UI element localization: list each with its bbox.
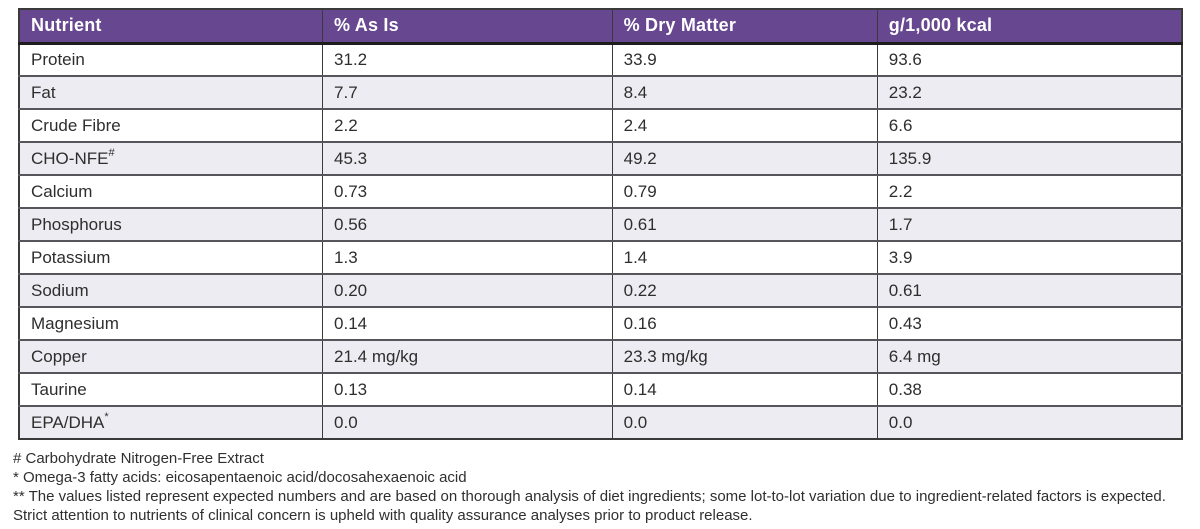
table-row: Copper 21.4 mg/kg 23.3 mg/kg 6.4 mg [19, 339, 1182, 373]
nutrient-name: Copper [31, 346, 87, 366]
footnote-carbohydrate: # Carbohydrate Nitrogen-Free Extract [13, 450, 264, 467]
as-is-cell: 1.3 [322, 240, 613, 274]
table-row: Sodium 0.20 0.22 0.61 [19, 273, 1182, 307]
per-1000-kcal-cell: 0.38 [876, 372, 1182, 406]
nutrient-name: Crude Fibre [31, 115, 121, 135]
nutrient-name: Protein [31, 49, 85, 69]
nutrient-name: EPA/DHA [31, 412, 105, 432]
as-is-cell: 45.3 [322, 141, 613, 175]
dry-matter-cell: 0.22 [611, 273, 878, 307]
column-header-dry-matter: % Dry Matter [611, 9, 878, 45]
as-is-cell: 0.73 [322, 174, 613, 208]
as-is-cell: 0.56 [322, 207, 613, 241]
as-is-cell: 0.0 [322, 405, 613, 439]
per-1000-kcal-cell: 135.9 [876, 141, 1182, 175]
table-row: Fat 7.7 8.4 23.2 [19, 75, 1182, 109]
nutrient-name: Taurine [31, 379, 87, 399]
table-row: Protein 31.2 33.9 93.6 [19, 43, 1182, 76]
nutrient-name: Sodium [31, 280, 89, 300]
nutrient-name-cell: Protein [19, 43, 323, 76]
nutrient-name-cell: Magnesium [19, 306, 323, 340]
table-row: EPA/DHA* 0.0 0.0 0.0 [19, 405, 1182, 439]
table-row: Calcium 0.73 0.79 2.2 [19, 174, 1182, 208]
dry-matter-cell: 8.4 [611, 75, 878, 109]
nutrient-name-cell: Potassium [19, 240, 323, 274]
nutrient-name: Fat [31, 82, 56, 102]
per-1000-kcal-cell: 6.6 [876, 108, 1182, 142]
table-row: Crude Fibre 2.2 2.4 6.6 [19, 108, 1182, 142]
nutrient-name-cell: Copper [19, 339, 323, 373]
dry-matter-cell: 0.79 [611, 174, 878, 208]
footnote-values-disclaimer: ** The values listed represent expected … [13, 488, 1166, 505]
as-is-cell: 0.13 [322, 372, 613, 406]
nutrient-name-cell: EPA/DHA* [19, 405, 323, 439]
per-1000-kcal-cell: 0.61 [876, 273, 1182, 307]
nutrient-name: Phosphorus [31, 214, 122, 234]
nutrient-name-cell: Phosphorus [19, 207, 323, 241]
dry-matter-cell: 0.14 [611, 372, 878, 406]
footnote-marker: * [104, 410, 109, 423]
per-1000-kcal-cell: 1.7 [876, 207, 1182, 241]
footnote-omega3: * Omega-3 fatty acids: eicosapentaenoic … [13, 469, 467, 486]
per-1000-kcal-cell: 2.2 [876, 174, 1182, 208]
per-1000-kcal-cell: 0.0 [876, 405, 1182, 439]
table-row: Taurine 0.13 0.14 0.38 [19, 372, 1182, 406]
as-is-cell: 7.7 [322, 75, 613, 109]
dry-matter-cell: 0.61 [611, 207, 878, 241]
per-1000-kcal-cell: 0.43 [876, 306, 1182, 340]
dry-matter-cell: 0.0 [611, 405, 878, 439]
dry-matter-cell: 2.4 [611, 108, 878, 142]
nutrient-table: Nutrient % As Is % Dry Matter g/1,000 kc… [18, 8, 1183, 440]
footnotes: # Carbohydrate Nitrogen-Free Extract * O… [13, 449, 1185, 525]
footnote-quality-assurance: Strict attention to nutrients of clinica… [13, 507, 753, 524]
per-1000-kcal-cell: 23.2 [876, 75, 1182, 109]
table-row: Phosphorus 0.56 0.61 1.7 [19, 207, 1182, 241]
dry-matter-cell: 0.16 [611, 306, 878, 340]
per-1000-kcal-cell: 6.4 mg [876, 339, 1182, 373]
as-is-cell: 2.2 [322, 108, 613, 142]
nutrient-name-cell: Taurine [19, 372, 323, 406]
as-is-cell: 0.14 [322, 306, 613, 340]
footnote-marker: # [108, 146, 115, 159]
column-header-as-is: % As Is [322, 9, 613, 45]
column-header-per-1000-kcal: g/1,000 kcal [876, 9, 1182, 45]
table-row: CHO-NFE# 45.3 49.2 135.9 [19, 141, 1182, 175]
dry-matter-cell: 33.9 [611, 43, 878, 76]
nutrient-name-cell: Crude Fibre [19, 108, 323, 142]
dry-matter-cell: 49.2 [611, 141, 878, 175]
as-is-cell: 31.2 [322, 43, 613, 76]
nutrient-name-cell: Sodium [19, 273, 323, 307]
nutrient-name-cell: Calcium [19, 174, 323, 208]
table-row: Potassium 1.3 1.4 3.9 [19, 240, 1182, 274]
nutrient-name: CHO-NFE [31, 148, 109, 168]
column-header-nutrient: Nutrient [19, 9, 323, 45]
nutrient-name: Calcium [31, 181, 93, 201]
nutrient-name-cell: CHO-NFE# [19, 141, 323, 175]
header-row: Nutrient % As Is % Dry Matter g/1,000 kc… [19, 9, 1182, 45]
per-1000-kcal-cell: 93.6 [876, 43, 1182, 76]
nutrient-name: Magnesium [31, 313, 119, 333]
as-is-cell: 0.20 [322, 273, 613, 307]
nutrient-name: Potassium [31, 247, 111, 267]
table-row: Magnesium 0.14 0.16 0.43 [19, 306, 1182, 340]
per-1000-kcal-cell: 3.9 [876, 240, 1182, 274]
dry-matter-cell: 1.4 [611, 240, 878, 274]
nutrient-name-cell: Fat [19, 75, 323, 109]
dry-matter-cell: 23.3 mg/kg [611, 339, 878, 373]
as-is-cell: 21.4 mg/kg [322, 339, 613, 373]
